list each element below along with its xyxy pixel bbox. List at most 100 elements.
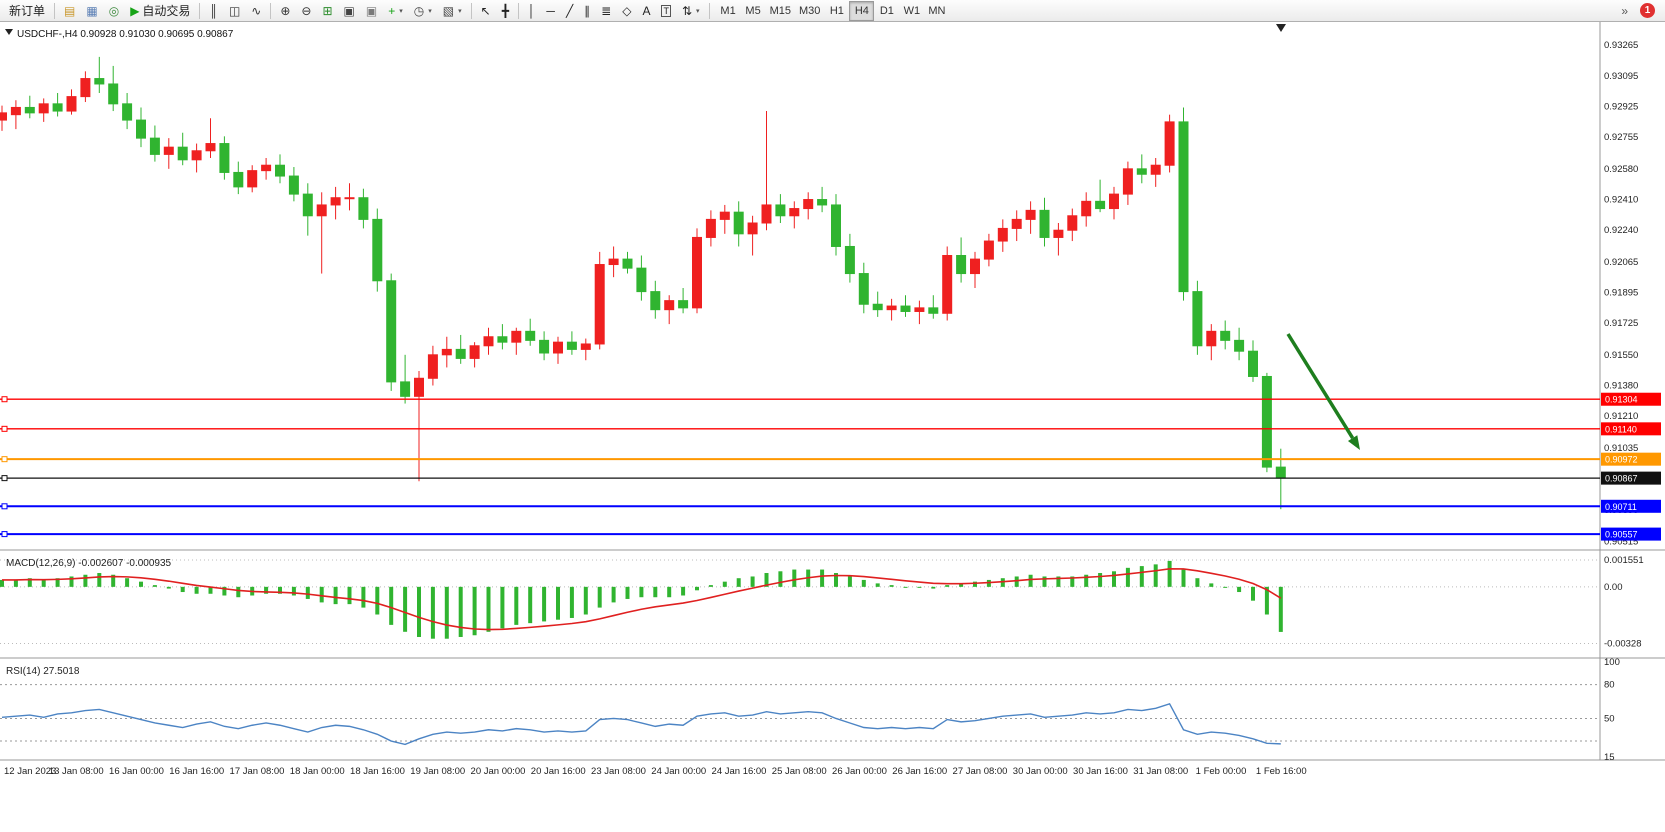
arrows-icon[interactable]: ⇅ ▾ (677, 1, 705, 21)
time-axis-label: 26 Jan 00:00 (832, 766, 887, 777)
chart-collapse-icon[interactable] (5, 29, 13, 35)
macd-bar (500, 586, 505, 629)
line-handle[interactable] (1, 503, 8, 510)
price-tick-label: 0.91210 (1604, 411, 1638, 422)
zoom-in-icon[interactable]: ⊕ (275, 1, 295, 21)
arrange-windows-icon[interactable]: ▣ (339, 1, 360, 21)
line-handle[interactable] (1, 456, 8, 463)
macd-bar (569, 586, 574, 618)
candle-body (1275, 466, 1286, 479)
macd-tick-label: -0.00328 (1604, 639, 1642, 650)
macd-bar (486, 586, 491, 632)
price-tick-label: 0.91725 (1604, 318, 1638, 329)
candle-body (344, 197, 355, 200)
candle-body (1067, 215, 1078, 231)
axis-price-badge-label: 0.90557 (1605, 530, 1638, 540)
templates-icon[interactable]: ▧ ▾ (438, 1, 467, 21)
bar-chart-icon[interactable]: ║ (204, 1, 223, 21)
dropdown-caret-icon: ▾ (399, 7, 403, 15)
macd-bar (542, 586, 547, 622)
macd-bar (1084, 574, 1089, 587)
price-tick-label: 0.92755 (1604, 132, 1638, 143)
macd-bar (347, 586, 352, 605)
zoom-out-icon[interactable]: ⊖ (296, 1, 316, 21)
market-watch-icon[interactable]: ▤ (59, 1, 80, 21)
candlestick-chart-icon[interactable]: ◫ (224, 1, 245, 21)
new-order-button-label: 新订单 (9, 4, 46, 18)
macd-bar (291, 586, 296, 596)
new-order-button[interactable]: 新订单 (4, 1, 50, 21)
cursor-icon[interactable]: ↖ (476, 1, 496, 21)
macd-bar (1181, 569, 1186, 587)
indicators-icon[interactable]: + ▾ (383, 1, 408, 21)
axis-price-badge-label: 0.90867 (1605, 474, 1638, 484)
axis-price-badge (1601, 527, 1661, 541)
crosshair-icon[interactable]: ╋ (497, 1, 514, 21)
time-axis-label: 1 Feb 00:00 (1196, 766, 1247, 777)
candle-body (580, 343, 591, 350)
macd-bar (111, 574, 116, 587)
channel-icon[interactable]: ∥ (579, 1, 595, 21)
candle-body (539, 339, 550, 354)
navigator-icon[interactable]: ◎ (104, 1, 124, 21)
toolbar-overflow-icon[interactable]: » (1616, 1, 1633, 21)
rsi-tick-label: 50 (1604, 713, 1615, 724)
macd-bar (444, 586, 449, 639)
candle-body (1039, 209, 1050, 238)
line-handle[interactable] (1, 396, 8, 403)
trend-arrow-annotation[interactable] (1286, 333, 1355, 440)
timeframe-button-m5[interactable]: M5 (741, 1, 766, 21)
horizontal-line-icon[interactable]: ─ (541, 1, 560, 21)
cascade-windows-icon[interactable]: ▣ (361, 1, 382, 21)
trendline-icon[interactable]: ╱ (561, 1, 578, 21)
timeframe-button-h4[interactable]: H4 (849, 0, 875, 21)
macd-bar (208, 586, 213, 594)
macd-bar (1251, 586, 1255, 601)
axis-price-badge-label: 0.90711 (1605, 502, 1637, 512)
auto-trading-button[interactable]: ▶ 自动交易 (125, 1, 195, 21)
timeframe-button-m1[interactable]: M1 (716, 1, 741, 21)
vertical-line-icon[interactable]: │ (523, 1, 541, 21)
macd-bar (333, 586, 338, 605)
line-handle[interactable] (1, 475, 8, 482)
timeframe-button-d1[interactable]: D1 (874, 1, 899, 21)
notification-badge[interactable]: 1 (1640, 3, 1655, 18)
candle-body (136, 119, 146, 139)
line-handle[interactable] (1, 425, 8, 432)
text-label-icon[interactable]: T (656, 1, 676, 21)
macd-bar (1000, 578, 1005, 587)
line-handle[interactable] (1, 531, 8, 538)
candle-body (108, 83, 119, 105)
macd-bar (417, 586, 421, 637)
tile-windows-icon[interactable]: ⊞ (317, 1, 337, 21)
price-tick-label: 0.92065 (1604, 257, 1638, 268)
text-icon[interactable]: A (637, 1, 655, 21)
line-chart-icon[interactable]: ∿ (246, 1, 266, 21)
macd-bar (1042, 576, 1047, 587)
timeframe-button-m15[interactable]: M15 (766, 1, 795, 21)
rsi-label: RSI(14) 27.5018 (6, 666, 80, 677)
shapes-icon[interactable]: ◇ (617, 1, 636, 21)
chart-window-icon[interactable]: ▦ (81, 1, 102, 21)
macd-bar (403, 586, 408, 632)
macd-bar (875, 583, 880, 587)
timeframe-button-mn[interactable]: MN (924, 1, 949, 21)
candle-body (0, 112, 7, 121)
candle-body (831, 204, 841, 247)
candle-body (761, 204, 772, 224)
candle-body (844, 245, 855, 275)
macd-bar (0, 579, 4, 587)
trend-arrow-head-icon[interactable] (1347, 435, 1360, 450)
macd-bar (514, 586, 519, 625)
chart-window: 0.93265 0.93095 0.92925 0.92755 0.92580 0.924… (0, 22, 1665, 832)
timeframe-button-h1[interactable]: H1 (824, 1, 849, 21)
timeframe-button-w1[interactable]: W1 (899, 1, 924, 21)
chart-shift-marker-icon[interactable] (1276, 24, 1286, 32)
axis-price-badge (1601, 392, 1661, 406)
main-toolbar: 新订单 ▤ ▦ ◎ ▶ 自动交易 ║ ◫ ∿ ⊕ ⊖ ⊞ ▣ ▣ + ▾ ◷ ▾ ▧ ▾ ↖ ╋ │ ─ ╱ ∥ ≣ ◇ A T ⇅ ▾ M1 M… (0, 0, 1665, 22)
fibonacci-icon[interactable]: ≣ (596, 1, 616, 21)
periods-icon[interactable]: ◷ ▾ (409, 1, 437, 21)
macd-bar (556, 586, 560, 620)
timeframe-button-m30[interactable]: M30 (795, 1, 824, 21)
price-chart-canvas[interactable]: 0.93265 0.93095 0.92925 0.92755 0.92580 0.924… (0, 22, 1665, 832)
